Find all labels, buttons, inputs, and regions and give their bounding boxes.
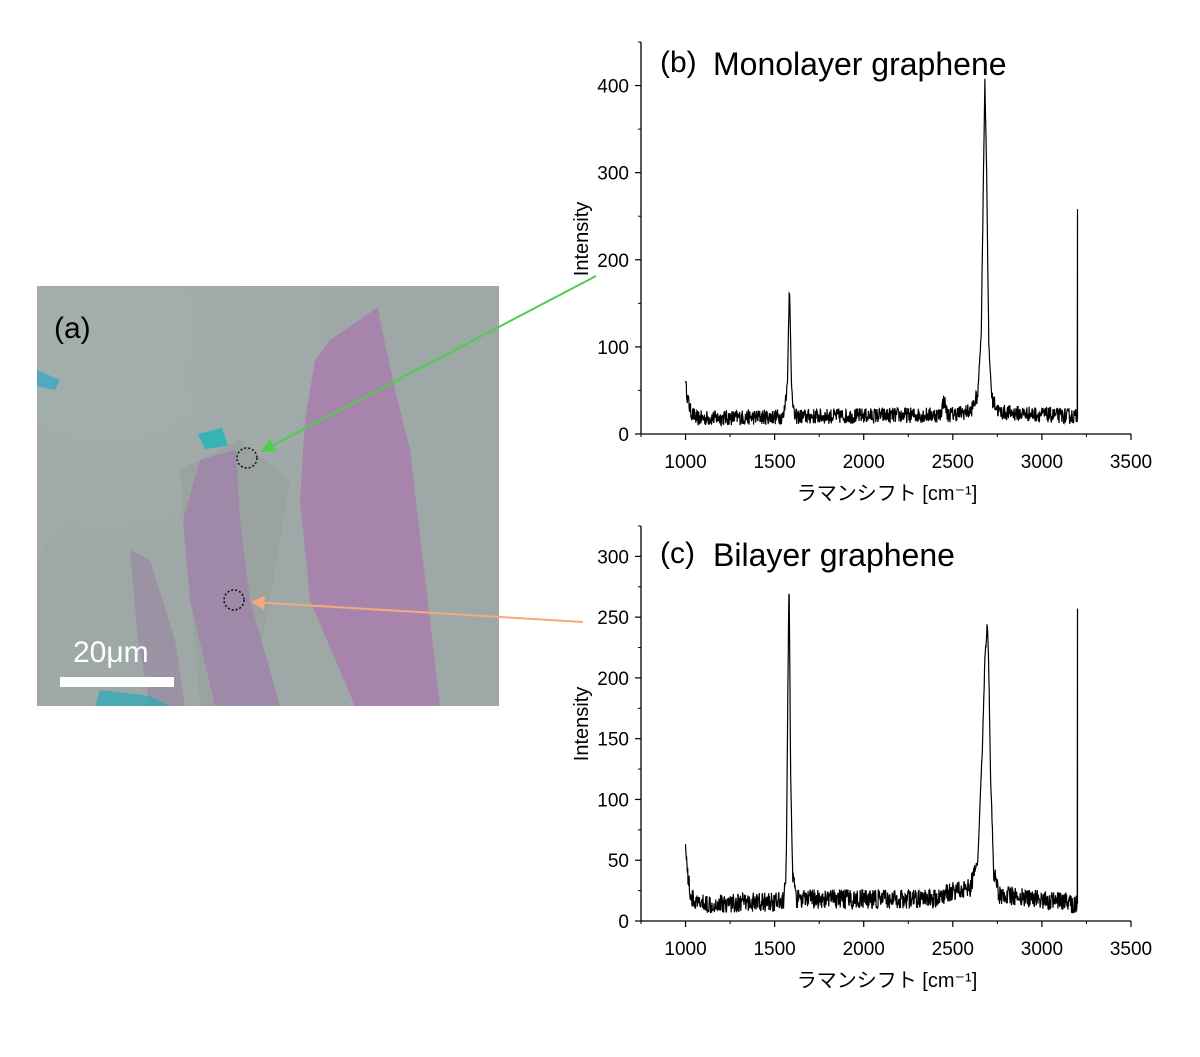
chart-monolayer-xtick-label: 3000 [1021,452,1063,473]
monolayer-arrow [260,275,597,452]
chart-bilayer-ytick-label: 100 [597,790,629,811]
graphite-piece [198,428,228,449]
chart-monolayer-ytick-label: 300 [597,164,629,185]
chart-bilayer-xlabel: ラマンシフト [cm⁻¹] [797,970,978,992]
bilayer-spot-marker [223,589,245,611]
chart-monolayer-xtick-label: 2500 [932,452,974,473]
chart-bilayer-yticks: 0 50 100 150 200 250 300 [597,525,641,933]
chart-bilayer-panel-label: (c) [660,537,695,570]
chart-bilayer-xtick-label: 2000 [843,939,885,960]
chart-monolayer-xtick-label: 1500 [753,452,795,473]
chart-monolayer-panel-label: (b) [660,46,697,79]
chart-bilayer: 0 50 100 150 200 250 300 1000 1500 2000 2500 3000 3… [571,525,1152,992]
chart-bilayer-ytick-label: 50 [608,851,629,872]
graphene-flake-left [183,450,280,706]
chart-monolayer-ytick-label: 100 [597,338,629,359]
chart-monolayer-xtick-label: 2000 [843,452,885,473]
chart-bilayer-ytick-label: 0 [618,912,629,933]
chart-monolayer-spectrum-line [684,78,1079,428]
chart-bilayer-xtick-label: 3000 [1021,939,1063,960]
scale-bar [60,677,174,687]
graphene-flake-small [130,550,185,706]
monolayer-spot-marker [236,447,258,469]
chart-bilayer-xticks: 1000 1500 2000 2500 3000 3500 [640,921,1152,960]
chart-bilayer-title: Bilayer graphene [713,537,955,573]
graphite-edge-left [37,370,60,390]
chart-monolayer-xticks: 1000 1500 2000 2500 3000 3500 [640,434,1152,473]
chart-monolayer-ytick-label: 400 [597,77,629,98]
chart-bilayer-ytick-label: 250 [597,608,629,629]
chart-monolayer: 0 100 200 300 400 1000 1500 2000 2500 3000 3500 (… [571,41,1152,505]
chart-monolayer-yticks: 0 100 200 300 400 [597,41,641,446]
chart-bilayer-xtick-label: 3500 [1110,939,1152,960]
chart-bilayer-xtick-label: 1500 [753,939,795,960]
micrograph-panel: (a) 20μm [37,286,499,706]
chart-bilayer-ylabel: Intensity [571,687,593,761]
chart-monolayer-ytick-label: 200 [597,251,629,272]
chart-bilayer-xtick-label: 2500 [932,939,974,960]
scale-bar-label: 20μm [73,636,149,669]
chart-bilayer-spectrum-line [684,593,1079,914]
flake-thick-region [37,286,200,560]
chart-bilayer-ytick-label: 150 [597,730,629,751]
chart-monolayer-xlabel: ラマンシフト [cm⁻¹] [797,483,978,505]
bilayer-arrow [250,595,584,623]
chart-monolayer-xtick-label: 3500 [1110,452,1152,473]
micrograph-panel-label: (a) [54,312,91,345]
chart-monolayer-ytick-label: 0 [618,425,629,446]
chart-bilayer-ytick-label: 300 [597,547,629,568]
chart-monolayer-title: Monolayer graphene [713,46,1007,82]
chart-bilayer-ytick-label: 200 [597,669,629,690]
chart-monolayer-xtick-label: 1000 [664,452,706,473]
graphite-edge-bottom [95,690,170,706]
chart-bilayer-xtick-label: 1000 [664,939,706,960]
chart-monolayer-ylabel: Intensity [571,202,593,276]
